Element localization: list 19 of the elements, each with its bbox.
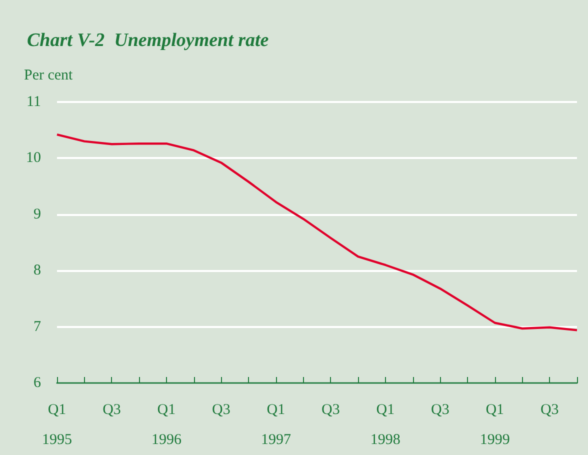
y-tick-label: 6 <box>34 375 42 391</box>
x-tick-label: Q3 <box>430 402 450 418</box>
y-tick-label: 7 <box>34 318 42 335</box>
x-tick-label: Q1 1998 <box>370 402 400 448</box>
y-tick-label: 10 <box>26 150 41 166</box>
x-tick-label: Q3 <box>322 402 340 418</box>
y-tick-label: 9 <box>34 206 41 222</box>
x-tick-label: Q1 1995 <box>42 402 72 448</box>
x-tick-label: Q1 1999 <box>480 402 510 448</box>
x-tick-label: Q1 1997 <box>260 402 292 448</box>
x-tick-label: Q3 <box>540 402 559 418</box>
y-tick-label: 11 <box>26 94 41 110</box>
y-tick-label: 8 <box>34 262 41 279</box>
x-tick-label: Q3 <box>102 402 121 418</box>
x-tick-label: Q3 <box>212 402 230 418</box>
x-tick-label: Q1 1996 <box>151 402 182 448</box>
y-axis-title: Per cent <box>24 68 74 84</box>
line-series <box>56 133 578 332</box>
chart-title: Chart V-2 Unemployment rate <box>27 30 270 51</box>
